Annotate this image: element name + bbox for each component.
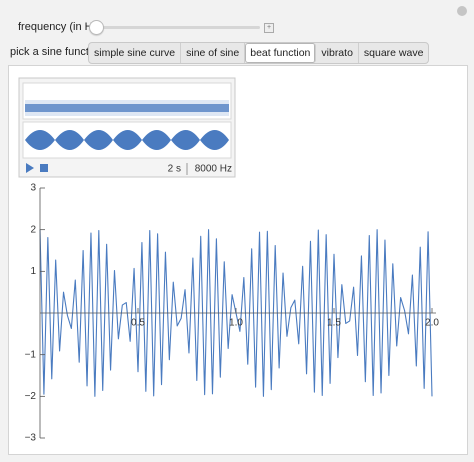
x-tick-label: 1.5	[327, 318, 341, 329]
y-tick-label: −2	[25, 391, 37, 402]
slider-thumb[interactable]	[89, 20, 104, 35]
spectrogram-band	[25, 104, 229, 112]
spectrogram	[22, 82, 232, 120]
sound-widget: 2 s 8000 Hz	[18, 77, 236, 178]
x-tick-label: 0.5	[131, 318, 145, 329]
duration: 2 s	[168, 164, 181, 175]
function-button[interactable]: beat function	[245, 43, 317, 63]
function-button[interactable]: simple sine curve	[89, 43, 182, 63]
slider-track[interactable]	[96, 26, 260, 29]
options-button[interactable]	[457, 6, 467, 16]
waveform-thumbnail	[25, 130, 229, 150]
function-button[interactable]: square wave	[363, 47, 424, 59]
x-tick-label: 1.0	[229, 318, 243, 329]
y-tick-label: −1	[25, 349, 37, 360]
function-button[interactable]: sine of sine	[181, 43, 246, 63]
y-tick-label: 2	[30, 224, 36, 235]
y-tick-label: 3	[30, 183, 36, 194]
y-tick-label: −3	[25, 433, 37, 444]
spectrogram-glow	[25, 100, 229, 116]
function-label: pick a sine function	[10, 46, 104, 58]
y-tick-label: 1	[30, 266, 36, 277]
stop-button[interactable]	[40, 164, 48, 172]
function-selector: simple sine curve sine of sine beat func…	[88, 42, 430, 64]
x-tick-label: 2.0	[425, 318, 439, 329]
sample-rate: 8000 Hz	[195, 164, 232, 175]
slider-label: frequency (in Hz)	[18, 21, 102, 33]
slider-expand[interactable]: +	[264, 23, 274, 33]
play-button[interactable]	[26, 163, 34, 173]
function-button[interactable]: vibrato	[316, 43, 359, 63]
